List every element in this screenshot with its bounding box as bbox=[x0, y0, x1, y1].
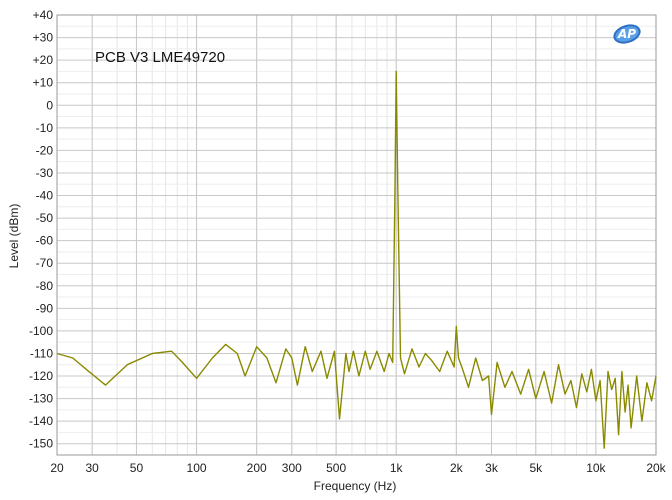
x-tick-label: 20 bbox=[50, 461, 64, 475]
y-tick-label: 0 bbox=[46, 98, 53, 112]
x-tick-label: 5k bbox=[529, 461, 543, 475]
y-tick-label: -50 bbox=[36, 211, 54, 225]
y-axis-label: Level (dBm) bbox=[7, 204, 21, 269]
x-tick-label: 2k bbox=[450, 461, 464, 475]
y-tick-label: +30 bbox=[33, 31, 54, 45]
x-tick-label: 300 bbox=[282, 461, 302, 475]
x-axis-label: Frequency (Hz) bbox=[314, 479, 397, 493]
x-tick-label: 3k bbox=[485, 461, 499, 475]
y-tick-label: -100 bbox=[29, 324, 53, 338]
y-tick-label: +10 bbox=[33, 76, 54, 90]
ap-logo: AP bbox=[613, 24, 641, 44]
series-layer bbox=[56, 70, 657, 449]
y-tick-label: -20 bbox=[36, 143, 54, 157]
y-tick-label: -70 bbox=[36, 256, 54, 270]
x-tick-label: 500 bbox=[326, 461, 346, 475]
y-tick-label: +20 bbox=[33, 53, 54, 67]
x-tick-label: 50 bbox=[130, 461, 144, 475]
y-tick-label: -120 bbox=[29, 369, 53, 383]
y-tick-label: -40 bbox=[36, 189, 54, 203]
x-tick-label: 10k bbox=[586, 461, 606, 475]
x-tick-label: 100 bbox=[187, 461, 207, 475]
x-tick-label: 20k bbox=[646, 461, 666, 475]
y-tick-label: -30 bbox=[36, 166, 54, 180]
chart-title: PCB V3 LME49720 bbox=[95, 49, 225, 66]
y-tick-labels: +40 +30 +20 +10 0 -10 -20 -30 -40 -50 -60 -70 -80 -90… bbox=[29, 8, 53, 451]
x-tick-label: 30 bbox=[85, 461, 99, 475]
y-tick-label: -90 bbox=[36, 301, 54, 315]
ap-logo-text: AP bbox=[617, 27, 636, 41]
x-tick-label: 1k bbox=[390, 461, 404, 475]
y-tick-label: -140 bbox=[29, 414, 53, 428]
y-tick-label: -110 bbox=[30, 346, 53, 360]
y-tick-label: +40 bbox=[33, 8, 54, 22]
y-tick-label: -80 bbox=[36, 279, 54, 293]
spectrum-series-line bbox=[56, 70, 657, 449]
x-tick-label: 200 bbox=[247, 461, 267, 475]
y-tick-label: -130 bbox=[29, 392, 53, 406]
x-tick-labels: 20 30 50 100 200 300 500 1k 2k 3k 5k 10k 20k bbox=[50, 461, 666, 475]
y-tick-label: -150 bbox=[29, 437, 53, 451]
y-tick-label: -10 bbox=[36, 121, 54, 135]
y-tick-label: -60 bbox=[36, 234, 54, 248]
plot-frame bbox=[56, 14, 657, 456]
